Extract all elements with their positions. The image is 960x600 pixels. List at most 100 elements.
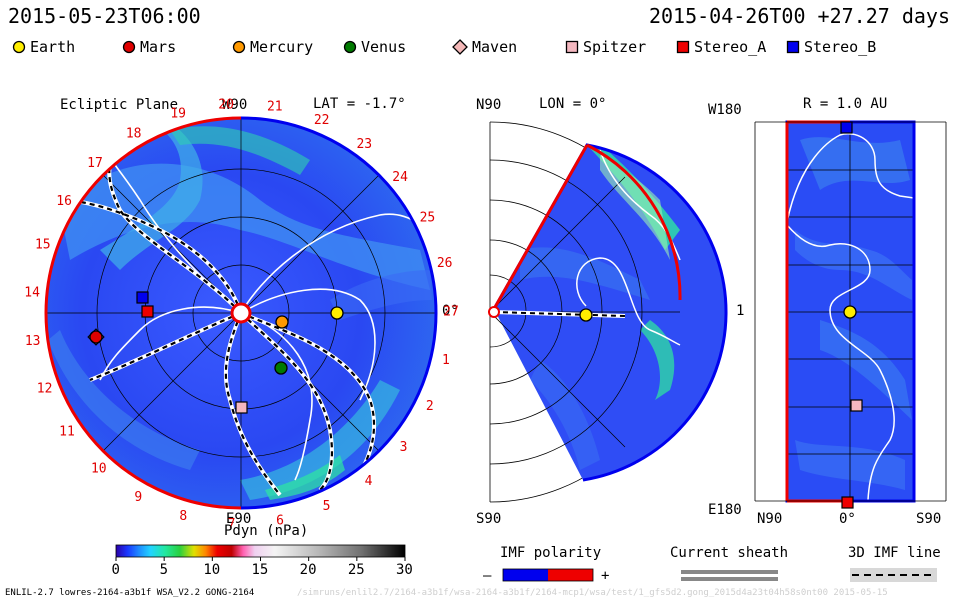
colorbar-tick-label: 10: [203, 562, 221, 578]
maven-marker: [87, 328, 105, 346]
maven-marker-icon: [452, 39, 468, 55]
carrington-label: 14: [24, 285, 40, 300]
legend-label: Mercury: [250, 38, 314, 56]
carrington-label: 6: [276, 513, 284, 528]
earth-marker-icon: [12, 40, 26, 54]
imf-minus-label: –: [483, 568, 492, 584]
stereo-a-marker-cyl: [841, 496, 854, 509]
carrington-label: 25: [420, 210, 436, 225]
colorbar-tick-label: 30: [396, 562, 413, 578]
stereo-a-marker-icon: [676, 40, 690, 54]
legend-label: Stereo_A: [694, 38, 767, 56]
spitzer-marker-cyl: [850, 399, 863, 412]
meridional-bottom-label: S90: [476, 511, 502, 527]
sim-time: 2015-05-23T06:00: [8, 4, 201, 28]
carrington-label: 9: [134, 490, 142, 505]
carrington-label: 20: [218, 98, 234, 113]
imf-line-legend: [850, 568, 937, 582]
run-time: 2015-04-26T00 +27.27 days: [648, 4, 950, 28]
venus-marker: [274, 361, 288, 375]
legend-label: Spitzer: [583, 38, 647, 56]
cylindrical-panel: [754, 120, 947, 509]
ecliptic-structures: [46, 118, 436, 508]
meridional-lon: LON = 0°: [539, 96, 607, 112]
mercury-marker: [275, 315, 289, 329]
carrington-label: 10: [91, 462, 107, 477]
stereo-b-marker: [136, 291, 149, 304]
legend-mars: Mars: [122, 38, 176, 56]
stereo-a-marker: [141, 305, 154, 318]
legend-stereo-b: Stereo_B: [786, 38, 876, 56]
carrington-label: 27: [443, 304, 459, 319]
legend-stereo-a: Stereo_A: [676, 38, 766, 56]
mars-marker: [89, 330, 103, 344]
venus-marker-icon: [343, 40, 357, 54]
carrington-label: 18: [126, 127, 142, 142]
mercury-marker-icon: [232, 40, 246, 54]
imf-polarity-title: IMF polarity: [500, 545, 602, 561]
carrington-label: 8: [179, 509, 187, 524]
stereo-b-marker-icon: [786, 40, 800, 54]
legend-maven: Maven: [452, 38, 517, 56]
cyl-r-label: R = 1.0 AU: [803, 96, 888, 112]
footer-run-info: ENLIL-2.7 lowres-2164-a3b1f WSA_V2.2 GON…: [5, 588, 255, 598]
imf-polarity-legend: [502, 568, 594, 582]
sun-marker: [230, 302, 252, 324]
current-sheath-title: Current sheath: [670, 545, 789, 561]
earth-marker-meridional: [579, 308, 593, 322]
colorbar-tick-label: 25: [347, 562, 365, 578]
carrington-label: 17: [87, 156, 103, 171]
ecliptic-bottom-label: E90: [226, 511, 252, 527]
cyl-top-left: W180: [708, 102, 742, 118]
meridional-panel: [488, 121, 728, 503]
carrington-label: 21: [267, 100, 283, 115]
body-legend: Earth Mars Mercury Venus Maven Spitzer S…: [0, 38, 960, 58]
colorbar-tick-label: 20: [299, 562, 317, 578]
carrington-label: 13: [25, 334, 41, 349]
cyl-bottom-n90: N90: [757, 511, 783, 527]
earth-marker: [330, 306, 344, 320]
carrington-label: 7: [228, 517, 236, 532]
legend-label: Venus: [361, 38, 407, 56]
meridional-top-label: N90: [476, 97, 502, 113]
carrington-label: 26: [437, 256, 453, 271]
carrington-label: 23: [356, 137, 372, 152]
stereo-b-marker-cyl: [840, 121, 853, 134]
ecliptic-title: Ecliptic Plane: [60, 97, 179, 113]
legend-label: Earth: [30, 38, 76, 56]
spitzer-marker-icon: [565, 40, 579, 54]
carrington-label: 24: [392, 170, 408, 185]
spitzer-marker: [235, 401, 248, 414]
colorbar-title: Pdyn (nPa): [224, 523, 309, 539]
carrington-label: 5: [323, 499, 331, 514]
carrington-label: 4: [365, 474, 373, 489]
cyl-mid-left: 1: [736, 303, 745, 319]
carrington-label: 19: [170, 107, 186, 122]
colorbar-tick-label: 5: [159, 562, 169, 578]
mars-marker-icon: [122, 40, 136, 54]
earth-marker-cyl: [843, 305, 857, 319]
colorbar-tick-label: 15: [251, 562, 269, 578]
imf-line-title: 3D IMF line: [848, 545, 941, 561]
current-sheath-legend: [681, 570, 778, 581]
carrington-label: 16: [56, 194, 72, 209]
footer-watermark: /simruns/enlil2.7/2164-a3b1f/wsa-2164-a3…: [297, 588, 888, 598]
ecliptic-top-label: W90: [222, 97, 248, 113]
carrington-label: 2: [426, 399, 434, 414]
ecliptic-right-label: 0°: [442, 303, 459, 319]
cyl-bottom-s90: S90: [916, 511, 942, 527]
legend-label: Mars: [140, 38, 177, 56]
colorbar: [115, 544, 406, 561]
legend-label: Maven: [472, 38, 518, 56]
colorbar-tick-label: 0: [111, 562, 120, 578]
imf-plus-label: +: [601, 568, 610, 584]
legend-earth: Earth: [12, 38, 75, 56]
legend-label: Stereo_B: [804, 38, 877, 56]
cyl-bottom-left: E180: [708, 502, 742, 518]
carrington-label: 1: [442, 353, 450, 368]
carrington-label: 11: [59, 425, 75, 440]
legend-mercury: Mercury: [232, 38, 313, 56]
